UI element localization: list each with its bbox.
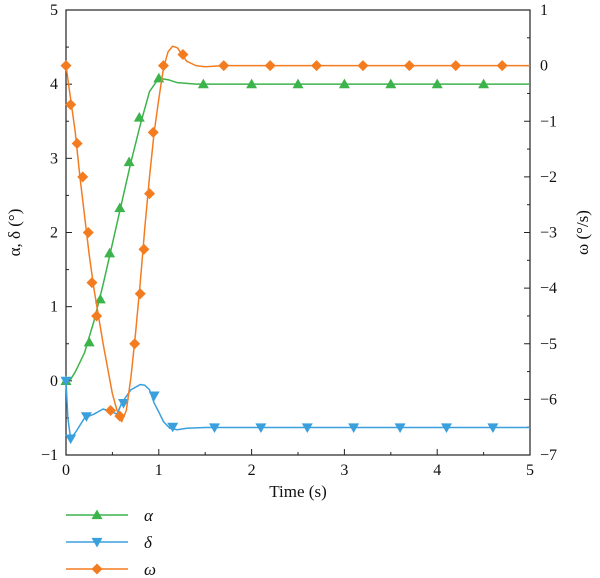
- data-point: [91, 310, 103, 322]
- right-y-tick-label: −4: [540, 280, 557, 297]
- data-point: [71, 138, 83, 149]
- right-y-tick-label: 1: [540, 2, 548, 19]
- data-point: [147, 126, 159, 138]
- right-y-tick-label: −1: [540, 113, 557, 130]
- data-point: [496, 60, 508, 72]
- data-point: [450, 60, 462, 72]
- data-point: [338, 78, 350, 89]
- data-point: [167, 422, 179, 433]
- legend-label: ω: [144, 560, 156, 578]
- series-line: [65, 45, 530, 423]
- data-point: [208, 423, 220, 434]
- data-point: [94, 293, 106, 304]
- data-point: [478, 78, 490, 89]
- data-point: [80, 412, 92, 422]
- left-y-tick-label: −1: [41, 447, 58, 464]
- data-point: [134, 288, 146, 300]
- data-point: [431, 78, 443, 89]
- right-y-tick-label: −6: [540, 391, 557, 408]
- series-ω: [60, 45, 530, 423]
- left-y-tick-label: 1: [50, 299, 58, 316]
- data-point: [403, 60, 415, 72]
- right-y-tick-label: 0: [540, 58, 548, 75]
- legend-marker: [91, 563, 103, 575]
- data-point: [60, 60, 72, 72]
- data-point: [86, 277, 98, 289]
- left-y-tick-label: 0: [50, 373, 58, 390]
- data-point: [255, 423, 267, 434]
- data-point: [82, 227, 94, 238]
- left-y-tick-label: 3: [50, 150, 58, 167]
- data-point: [129, 338, 141, 350]
- series-layer: [60, 45, 530, 445]
- data-point: [114, 410, 126, 422]
- x-tick-label: 4: [433, 462, 441, 479]
- data-point: [104, 247, 116, 258]
- right-y-axis-ticks: −7 −6 −5 −4 −3 −2 −1 0 1: [524, 2, 557, 464]
- data-point: [292, 78, 304, 89]
- left-y-tick-label: 4: [50, 76, 58, 93]
- data-point: [177, 49, 189, 60]
- data-point: [157, 60, 169, 72]
- data-point: [246, 78, 258, 89]
- data-point: [301, 423, 313, 434]
- left-y-axis-label: α, δ (°): [5, 209, 24, 257]
- data-point: [148, 391, 160, 402]
- legend-marker: [91, 537, 103, 548]
- x-tick-label: 1: [155, 462, 163, 479]
- data-point: [133, 112, 145, 122]
- data-point: [65, 434, 77, 445]
- right-y-tick-label: −5: [540, 336, 557, 353]
- legend-marker: [91, 509, 103, 520]
- right-y-axis-label: ω (°/s): [573, 210, 592, 255]
- x-tick-label: 2: [248, 462, 256, 479]
- plot-frame: [65, 9, 531, 456]
- x-tick-label: 0: [62, 462, 70, 479]
- data-point: [65, 99, 77, 111]
- series-line: [65, 380, 530, 440]
- data-point: [385, 78, 397, 89]
- data-point: [118, 398, 130, 409]
- data-point: [357, 60, 369, 72]
- data-point: [77, 171, 89, 183]
- data-point: [218, 60, 230, 72]
- legend: αδω: [66, 506, 156, 578]
- legend-label: α: [144, 506, 154, 525]
- series-δ: [60, 376, 530, 445]
- series-α: [60, 72, 530, 385]
- legend-label: δ: [144, 533, 153, 552]
- x-axis-ticks: 0 1 2 3 4 5: [62, 449, 534, 479]
- data-point: [138, 243, 150, 255]
- right-y-tick-label: −2: [540, 169, 557, 186]
- data-point: [264, 60, 276, 72]
- x-tick-label: 3: [340, 462, 348, 479]
- data-point: [394, 423, 406, 434]
- x-tick-label: 5: [526, 462, 534, 479]
- data-point: [83, 336, 95, 347]
- left-y-tick-label: 2: [50, 225, 58, 242]
- data-point: [311, 60, 323, 72]
- data-point: [60, 376, 72, 387]
- data-point: [144, 188, 156, 200]
- left-y-tick-label: 5: [50, 2, 58, 19]
- data-point: [348, 423, 360, 434]
- right-y-tick-label: −7: [540, 447, 557, 464]
- right-y-tick-label: −3: [540, 225, 557, 242]
- x-axis-label: Time (s): [269, 482, 326, 501]
- data-point: [440, 423, 452, 434]
- data-point: [105, 405, 117, 416]
- data-point: [123, 156, 135, 167]
- data-point: [197, 78, 209, 89]
- data-point: [487, 423, 499, 434]
- data-point: [114, 202, 126, 213]
